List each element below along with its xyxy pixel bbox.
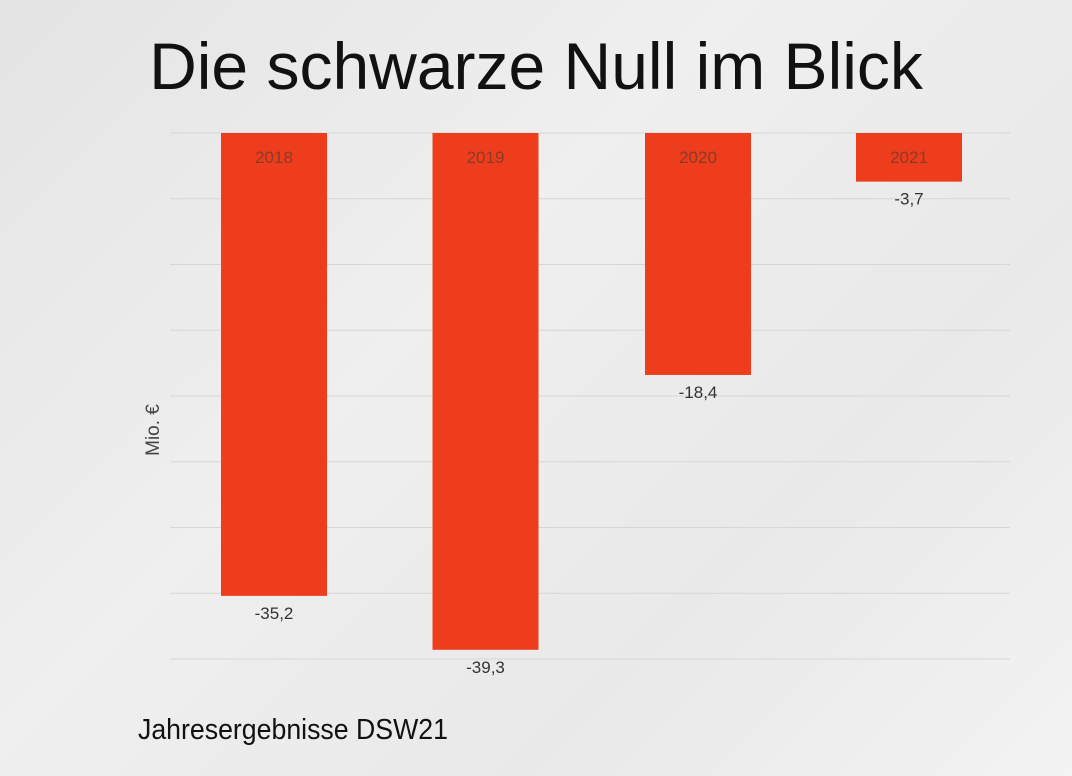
value-label-2019: -39,3 [466,658,505,677]
value-label-2021: -3,7 [894,190,923,209]
value-label-2020: -18,4 [679,383,718,402]
category-label-2021: 2021 [890,148,928,167]
bar-2020 [645,133,751,375]
bar-2018 [221,133,327,596]
chart-title: Die schwarze Null im Blick [149,29,923,103]
chart-caption: Jahresergebnisse DSW21 [138,714,448,746]
category-label-2020: 2020 [679,148,717,167]
category-label-2018: 2018 [255,148,293,167]
category-label-2019: 2019 [467,148,505,167]
bar-2021 [856,133,962,182]
value-label-2018: -35,2 [255,604,294,623]
bar-2019 [432,133,539,650]
